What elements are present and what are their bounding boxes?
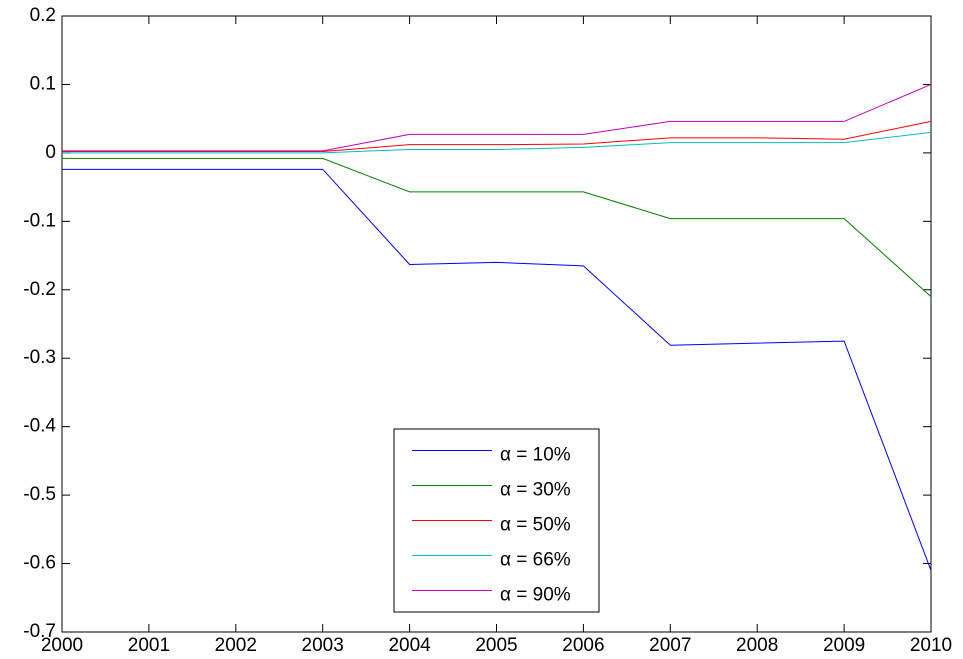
x-tick-label: 2005 (475, 635, 517, 656)
y-tick-label: -0.2 (23, 279, 56, 300)
x-tick-label: 2008 (736, 635, 778, 656)
y-tick-label: -0.4 (23, 416, 56, 437)
series-line (62, 131, 932, 154)
x-tick-label: 2003 (302, 635, 344, 656)
x-tick-label: 2002 (215, 635, 257, 656)
legend-label: α = 50% (500, 515, 571, 536)
x-tick-label: 2001 (128, 635, 170, 656)
x-tick-label: 2006 (562, 635, 604, 656)
y-tick-label: -0.7 (23, 621, 56, 642)
y-tick-label: -0.5 (23, 484, 56, 505)
series-line (62, 168, 932, 571)
y-tick-label: -0.6 (23, 553, 56, 574)
series-line (62, 157, 932, 297)
series-line (62, 83, 932, 152)
x-tick-label: 2009 (823, 635, 865, 656)
y-tick-label: -0.1 (23, 210, 56, 231)
y-tick-label: -0.3 (23, 347, 56, 368)
x-tick-label: 2007 (649, 635, 691, 656)
x-tick-label: 2010 (910, 635, 952, 656)
y-tick-label: 0 (45, 142, 56, 163)
x-tick-label: 2000 (41, 635, 83, 656)
legend-label: α = 90% (500, 585, 571, 606)
x-tick-label: 2004 (388, 635, 431, 656)
y-tick-label: 0.1 (30, 73, 56, 94)
y-tick-label: 0.2 (30, 5, 56, 26)
legend-label: α = 66% (500, 550, 571, 571)
legend-label: α = 10% (500, 445, 571, 466)
series-line (62, 120, 932, 153)
legend-label: α = 30% (500, 480, 571, 501)
